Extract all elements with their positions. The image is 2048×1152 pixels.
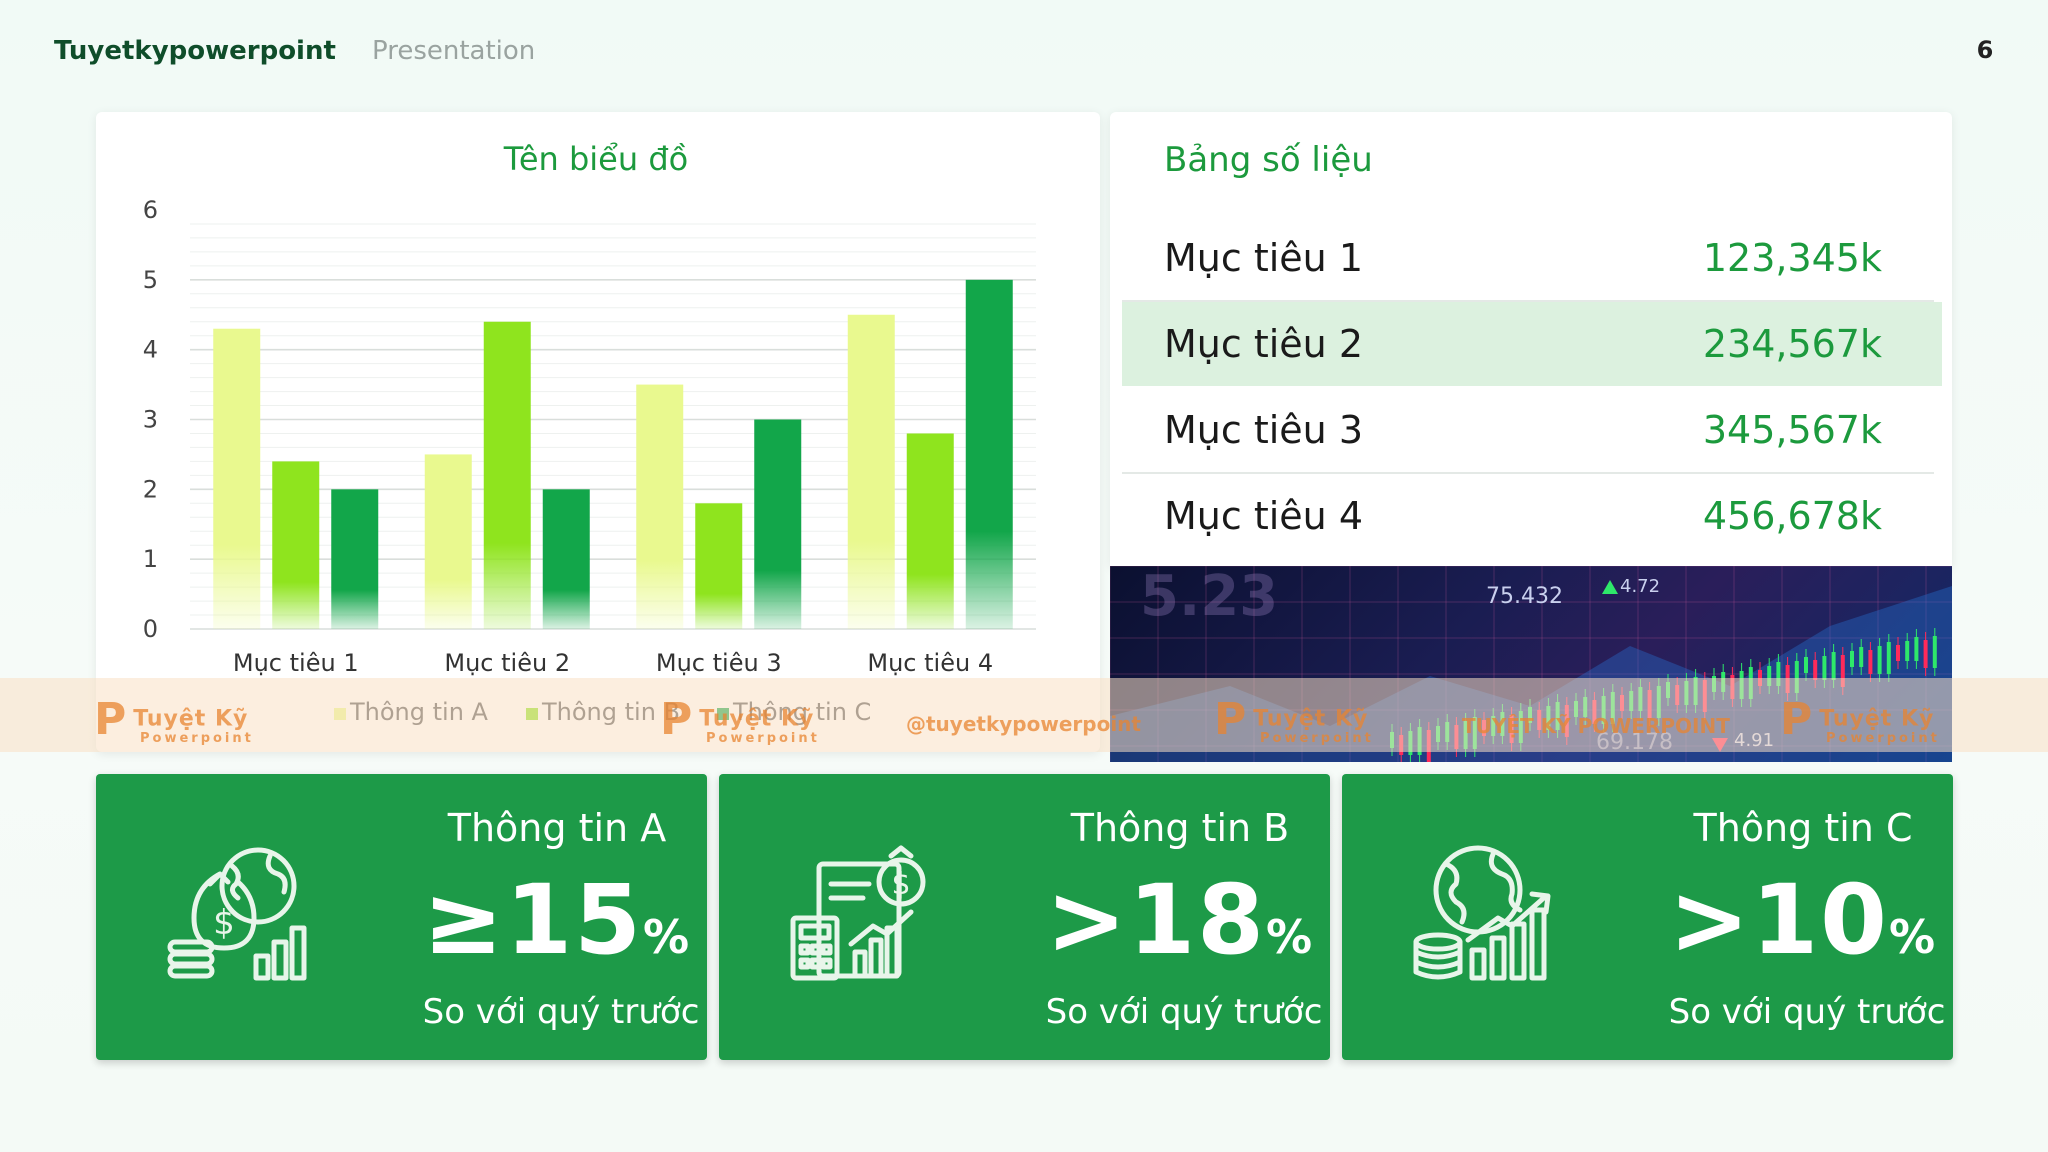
legend-swatch: [717, 708, 729, 720]
bar-thông-tin-c: [542, 489, 590, 629]
stat-title: Thông tin A: [447, 806, 667, 850]
table-title: Bảng số liệu: [1164, 140, 1373, 180]
stat-value: >10%: [1668, 864, 1936, 976]
bar-thông-tin-c: [965, 279, 1013, 629]
svg-text:$: $: [891, 867, 910, 902]
x-tick-label: Mục tiêu 4: [867, 649, 993, 677]
data-table-card: Bảng số liệu Mục tiêu 1 123,345k Mục tiê…: [1110, 112, 1952, 567]
legend-label: Thông tin B: [541, 698, 680, 726]
table-row: Mục tiêu 3 345,567k: [1122, 388, 1942, 474]
stat-card-b: $ Thông tin B >18% So với quý trước: [719, 774, 1330, 1060]
chart-title: Tên biểu đồ: [503, 140, 688, 178]
row-divider: [1122, 300, 1934, 302]
stat-note: So với quý trước: [422, 992, 700, 1032]
globe-coins-growth-icon: [1413, 845, 1551, 981]
bar-chart: Tên biểu đồ 0 1 2 3 4 5 6 Mục tiêu 1 Mục tiêu 2 Mụ…: [143, 140, 1036, 726]
presentation-label: Presentation: [372, 36, 536, 66]
table-row-highlighted: Mục tiêu 2 234,567k: [1122, 302, 1942, 386]
legend-swatch: [334, 708, 346, 720]
bar-thông-tin-b: [906, 433, 954, 629]
bar-thông-tin-a: [424, 454, 472, 629]
stat-value: ≥15%: [422, 864, 690, 976]
legend-swatch: [526, 708, 538, 720]
y-tick-label: 0: [143, 615, 158, 643]
bar-thông-tin-a: [636, 384, 684, 629]
money-bag-globe-icon: $: [167, 847, 307, 981]
y-tick-label: 1: [143, 545, 158, 573]
bar-thông-tin-c: [754, 419, 802, 629]
y-tick-label: 6: [143, 196, 158, 224]
stat-value: >18%: [1045, 864, 1313, 976]
stat-card-c: Thông tin C >10% So với quý trước: [1342, 774, 1953, 1060]
stat-note: So với quý trước: [1668, 992, 1946, 1032]
row-label: Mục tiêu 3: [1164, 408, 1364, 452]
stat-title: Thông tin C: [1693, 806, 1913, 850]
bar-thông-tin-b: [483, 321, 531, 629]
y-tick-label: 5: [143, 266, 158, 294]
legend-label: Thông tin A: [349, 698, 489, 726]
row-label: Mục tiêu 1: [1164, 236, 1364, 280]
x-tick-label: Mục tiêu 2: [444, 649, 570, 677]
photo-number: 4.91: [1734, 730, 1775, 751]
y-tick-label: 3: [143, 406, 158, 434]
svg-text:$: $: [213, 903, 235, 943]
chart-card: Tên biểu đồ 0 1 2 3 4 5 6 Mục tiêu 1 Mục tiêu 2 Mụ…: [96, 112, 1100, 752]
photo-number: 69.178: [1596, 730, 1673, 755]
row-value: 345,567k: [1702, 408, 1882, 452]
brand-name: Tuyetkypowerpoint: [54, 36, 336, 66]
stock-market-photo: 5.23 75.432 4.72 69.178 4.91: [1110, 566, 1952, 762]
x-tick-label: Mục tiêu 1: [233, 649, 359, 677]
y-tick-label: 4: [143, 336, 158, 364]
page-number: 6: [1976, 36, 1994, 64]
legend-label: Thông tin C: [732, 698, 871, 726]
bar-thông-tin-b: [272, 461, 320, 629]
table-row: Mục tiêu 4 456,678k: [1122, 474, 1942, 558]
bar-thông-tin-c: [331, 489, 379, 629]
bar-thông-tin-a: [847, 314, 895, 629]
row-label: Mục tiêu 4: [1164, 494, 1364, 538]
row-divider: [1122, 472, 1934, 474]
photo-number: 4.72: [1620, 576, 1661, 597]
y-tick-label: 2: [143, 475, 158, 503]
photo-number: 5.23: [1140, 566, 1279, 629]
x-tick-label: Mục tiêu 3: [656, 649, 782, 677]
stat-title: Thông tin B: [1070, 806, 1290, 850]
bar-thông-tin-a: [213, 328, 261, 629]
row-value: 234,567k: [1702, 322, 1882, 366]
bar-thông-tin-b: [695, 503, 743, 629]
stat-card-a: $ Thông tin A ≥15% So với quý trước: [96, 774, 707, 1060]
table-row: Mục tiêu 1 123,345k: [1122, 216, 1942, 302]
calculator-report-icon: $: [790, 845, 926, 981]
row-value: 123,345k: [1702, 236, 1882, 280]
stat-note: So với quý trước: [1045, 992, 1323, 1032]
row-value: 456,678k: [1702, 494, 1882, 538]
photo-number: 75.432: [1486, 584, 1563, 609]
row-label: Mục tiêu 2: [1164, 322, 1364, 366]
